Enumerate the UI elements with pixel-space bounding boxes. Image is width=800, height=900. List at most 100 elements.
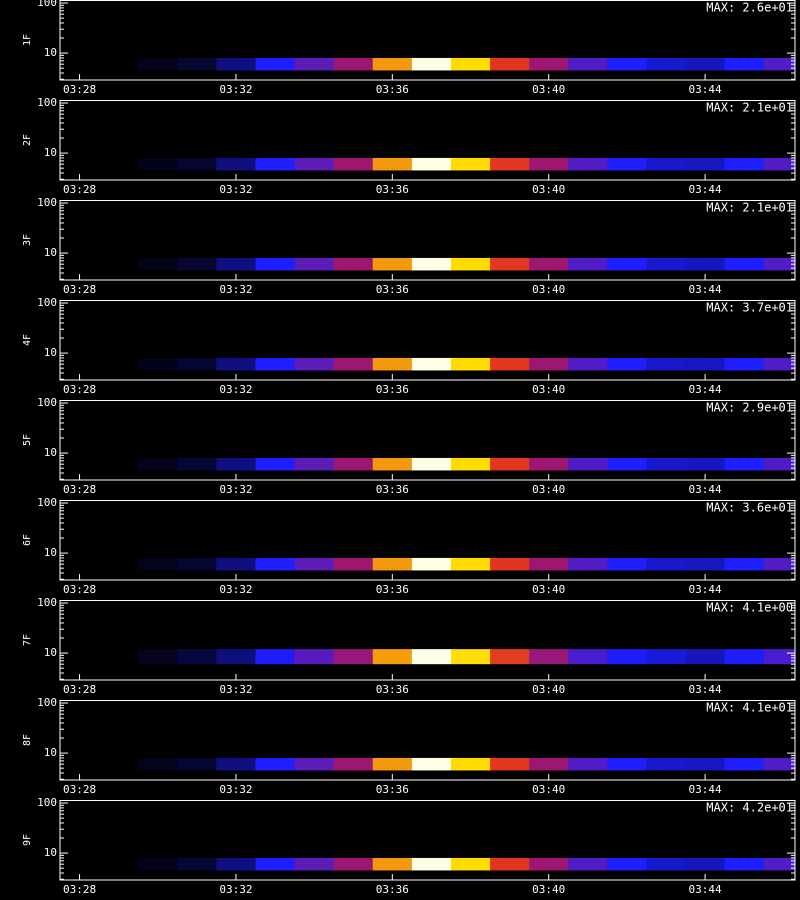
heat-cell bbox=[646, 57, 687, 71]
plot-frame bbox=[59, 200, 796, 281]
heat-cell bbox=[490, 557, 530, 571]
heat-cell bbox=[333, 357, 374, 371]
plot-frame bbox=[59, 0, 796, 81]
y-tick-label: 10 bbox=[44, 446, 57, 459]
x-tick-label: 03:32 bbox=[219, 783, 252, 796]
heat-cell bbox=[685, 457, 726, 471]
heat-cell bbox=[255, 557, 296, 571]
plot-frame bbox=[59, 300, 796, 381]
heat-cell bbox=[529, 457, 569, 471]
y-tick-label: 10 bbox=[44, 246, 57, 259]
heat-cell bbox=[490, 357, 530, 371]
heat-cell bbox=[763, 257, 795, 271]
heat-cell bbox=[216, 257, 256, 271]
heat-cell bbox=[372, 157, 413, 171]
heat-cell bbox=[646, 257, 687, 271]
heat-cell bbox=[294, 557, 335, 571]
heat-cell bbox=[138, 649, 178, 665]
heat-cell bbox=[763, 857, 795, 871]
heat-cell bbox=[372, 649, 413, 665]
heat-cell bbox=[685, 757, 726, 771]
heatmap bbox=[138, 157, 795, 171]
heat-cell bbox=[294, 649, 335, 665]
heat-cell bbox=[372, 757, 413, 771]
heat-cell bbox=[685, 557, 726, 571]
heat-cell bbox=[372, 457, 413, 471]
heat-cell bbox=[294, 357, 335, 371]
x-tick-label: 03:36 bbox=[376, 283, 409, 296]
heat-cell bbox=[138, 457, 178, 471]
heat-cell bbox=[255, 57, 296, 71]
heat-cell bbox=[138, 357, 178, 371]
y-tick-label: 10 bbox=[44, 146, 57, 159]
heat-cell bbox=[685, 357, 726, 371]
x-tick-label: 03:40 bbox=[532, 583, 565, 596]
y-tick-label: 10 bbox=[44, 346, 57, 359]
heat-cell bbox=[138, 57, 178, 71]
heat-cell bbox=[411, 757, 452, 771]
y-axis-label: 6F bbox=[22, 534, 33, 546]
y-axis-label: 3F bbox=[22, 234, 33, 246]
max-label: MAX: 3.7e+01 bbox=[706, 301, 793, 315]
y-tick-label: 100 bbox=[37, 296, 57, 309]
heat-cell bbox=[411, 649, 452, 665]
max-label: MAX: 2.1e+01 bbox=[706, 201, 793, 215]
heat-cell bbox=[568, 357, 608, 371]
heat-cell bbox=[216, 457, 256, 471]
x-tick-label: 03:44 bbox=[689, 683, 722, 696]
x-tick-label: 03:40 bbox=[532, 883, 565, 896]
heat-cell bbox=[607, 257, 647, 271]
heat-cell bbox=[255, 157, 296, 171]
x-tick-label: 03:28 bbox=[63, 483, 96, 496]
x-tick-label: 03:44 bbox=[689, 783, 722, 796]
heat-cell bbox=[177, 157, 217, 171]
heat-cell bbox=[294, 857, 335, 871]
x-tick-label: 03:44 bbox=[689, 83, 722, 96]
x-tick-label: 03:40 bbox=[532, 83, 565, 96]
heat-cell bbox=[216, 157, 256, 171]
heat-cell bbox=[450, 357, 491, 371]
heat-cell bbox=[177, 757, 217, 771]
heat-cell bbox=[333, 157, 374, 171]
x-tick-label: 03:28 bbox=[63, 183, 96, 196]
heat-cell bbox=[763, 457, 795, 471]
heat-cell bbox=[294, 57, 335, 71]
heat-cell bbox=[763, 557, 795, 571]
heat-cell bbox=[646, 457, 687, 471]
max-label: MAX: 2.9e+01 bbox=[706, 401, 793, 415]
x-tick-label: 03:44 bbox=[689, 183, 722, 196]
heat-cell bbox=[138, 757, 178, 771]
plot-frame bbox=[59, 500, 796, 581]
x-tick-label: 03:44 bbox=[689, 383, 722, 396]
heat-cell bbox=[177, 57, 217, 71]
heat-cell bbox=[724, 557, 765, 571]
x-tick-label: 03:44 bbox=[689, 583, 722, 596]
heat-cell bbox=[216, 557, 256, 571]
heat-cell bbox=[333, 557, 374, 571]
heatmap bbox=[138, 357, 795, 371]
heat-cell bbox=[529, 57, 569, 71]
heatmap bbox=[138, 457, 795, 471]
heat-cell bbox=[685, 649, 726, 665]
heat-cell bbox=[411, 57, 452, 71]
heat-cell bbox=[216, 357, 256, 371]
heat-cell bbox=[568, 857, 608, 871]
heat-cell bbox=[255, 649, 296, 665]
y-tick-label: 100 bbox=[37, 96, 57, 109]
y-tick-label: 100 bbox=[37, 696, 57, 709]
max-label: MAX: 4.2e+01 bbox=[706, 801, 793, 815]
heat-cell bbox=[216, 857, 256, 871]
heat-cell bbox=[724, 57, 765, 71]
y-tick-label: 10 bbox=[44, 846, 57, 859]
plot-frame bbox=[59, 100, 796, 181]
x-tick-label: 03:28 bbox=[63, 683, 96, 696]
panel: 10 100 03:28 03:32 03:36 03:40 03:44 1F MAX: 2.6… bbox=[22, 0, 796, 96]
plot-frame bbox=[59, 800, 796, 881]
y-tick-label: 100 bbox=[37, 496, 57, 509]
heat-cell bbox=[607, 757, 647, 771]
heat-cell bbox=[607, 57, 647, 71]
x-tick-label: 03:36 bbox=[376, 383, 409, 396]
x-tick-label: 03:32 bbox=[219, 83, 252, 96]
heatmap bbox=[138, 257, 795, 271]
x-tick-label: 03:44 bbox=[689, 883, 722, 896]
